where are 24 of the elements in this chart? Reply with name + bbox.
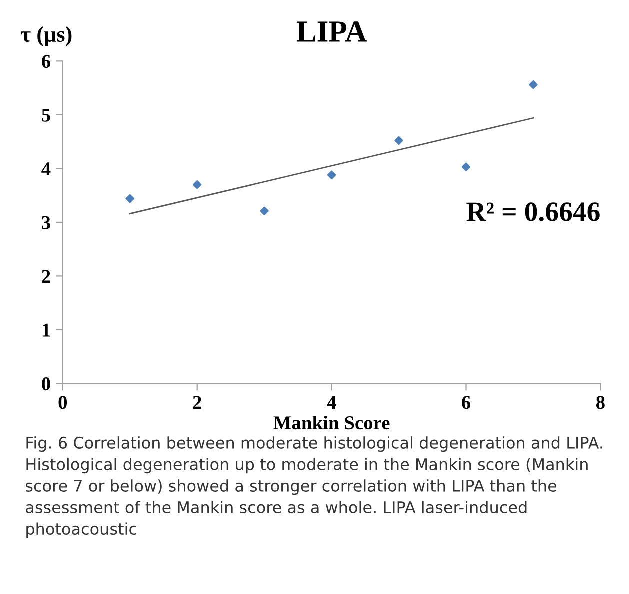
point <box>529 80 538 90</box>
caption: Fig. 6 Correlation between moderate histological degeneration and LIPA. Histological degeneration up to moderate in the Mankin score (Mankin score 7 or below) showed a stronger correlation with LIPA than the assessment of the Mankin score as a whole. LIPA laser-induced photoacoustic <box>26 436 602 538</box>
annotation: R² = 0.6646 <box>466 202 600 222</box>
x-tick-label: 2 <box>193 396 202 410</box>
x-tick-label: 6 <box>462 396 471 410</box>
point <box>192 180 202 190</box>
x-tick-label: 0 <box>58 396 68 410</box>
x-axis-title: Mankin Score <box>274 416 390 430</box>
point <box>260 206 269 216</box>
y-axis-title: τ (μs) <box>21 26 72 47</box>
x-tick-label: 4 <box>327 396 336 410</box>
y-tick-label: 2 <box>42 270 50 283</box>
y-tick-label: 3 <box>42 216 50 230</box>
x-tick-label: 8 <box>596 396 605 410</box>
point <box>462 162 471 172</box>
point <box>394 136 404 146</box>
y-tick-label: 1 <box>42 324 50 337</box>
y-tick-label: 0 <box>42 378 50 391</box>
y-tick-label: 5 <box>42 108 50 122</box>
point <box>327 170 336 180</box>
y-tick-label: 4 <box>42 162 51 176</box>
y-tick-label: 6 <box>42 55 51 68</box>
chart-title: LIPA <box>296 22 367 42</box>
point <box>126 194 134 204</box>
